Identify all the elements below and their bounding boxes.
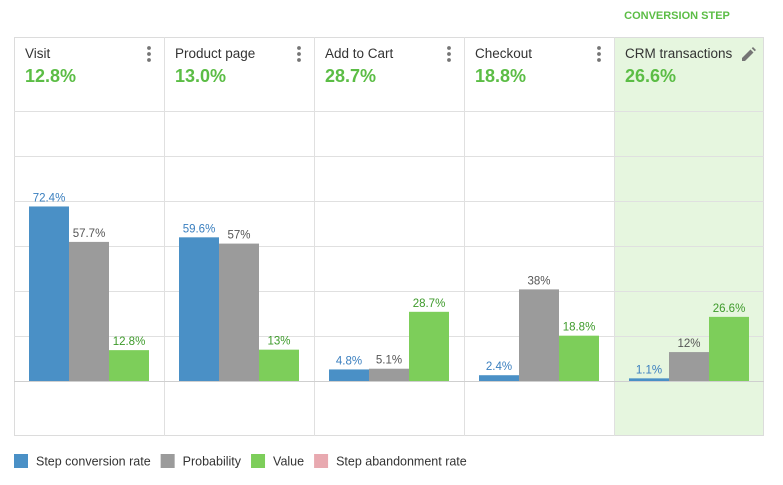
column-title: Add to Cart <box>325 46 394 61</box>
legend-label: Probability <box>183 455 242 469</box>
bar-0-0[interactable] <box>29 206 69 381</box>
bar-1-4[interactable] <box>669 352 709 381</box>
column-header-2[interactable]: Product page 13.0% <box>175 46 301 86</box>
column-value: 28.7% <box>325 66 376 86</box>
bar-2-2[interactable] <box>409 311 449 381</box>
column-header-1[interactable]: Visit 12.8% <box>25 46 151 86</box>
chart-bars <box>29 206 749 381</box>
bar-label: 12% <box>677 338 700 350</box>
legend-item[interactable]: Probability <box>160 454 242 469</box>
chart-legend: Step conversion rate Probability Value Step… <box>14 454 467 469</box>
bar-label: 57% <box>227 230 250 242</box>
bar-label: 4.8% <box>336 355 362 367</box>
more-vert-icon[interactable] <box>297 46 301 62</box>
legend-swatch <box>251 454 266 468</box>
column-header-3[interactable]: Add to Cart 28.7% <box>325 46 451 86</box>
bar-label: 38% <box>527 275 550 287</box>
bar-1-3[interactable] <box>519 289 559 381</box>
column-header-5[interactable]: CRM transactions 26.6% <box>625 46 756 86</box>
column-value: 18.8% <box>475 66 526 86</box>
column-title: CRM transactions <box>625 46 733 61</box>
bar-1-0[interactable] <box>69 241 109 381</box>
legend-label: Step abandonment rate <box>336 455 467 469</box>
bar-label: 59.6% <box>183 223 216 235</box>
bar-1-2[interactable] <box>369 368 409 381</box>
bar-label: 28.7% <box>413 298 446 310</box>
column-title: Visit <box>25 46 51 61</box>
chart-grid <box>14 37 764 436</box>
column-title: Product page <box>175 46 255 61</box>
bar-2-3[interactable] <box>559 335 599 381</box>
column-value: 12.8% <box>25 66 76 86</box>
column-value: 26.6% <box>625 66 676 86</box>
conversion-step-label: CONVERSION STEP <box>624 10 730 22</box>
bar-label: 26.6% <box>713 303 746 315</box>
bar-label: 72.4% <box>33 192 66 204</box>
bar-0-2[interactable] <box>329 369 369 381</box>
legend-label: Step conversion rate <box>36 455 151 469</box>
more-vert-icon[interactable] <box>147 46 151 62</box>
bar-1-1[interactable] <box>219 243 259 381</box>
bar-label: 57.7% <box>73 228 106 240</box>
bar-label: 5.1% <box>376 355 402 367</box>
more-vert-icon[interactable] <box>447 46 451 62</box>
bar-0-4[interactable] <box>629 378 669 381</box>
legend-label: Value <box>273 455 304 469</box>
chart-frame <box>14 37 764 436</box>
column-value: 13.0% <box>175 66 226 86</box>
legend-item[interactable]: Step abandonment rate <box>314 454 467 469</box>
bar-label: 13% <box>267 336 290 348</box>
bar-label: 18.8% <box>563 322 596 334</box>
bar-data-labels: 72.4% 57.7% 12.8% 59.6% 57% 13% 4.8% 5.1% 28.7% 2… <box>33 192 746 376</box>
legend-swatch <box>314 454 329 468</box>
bar-label: 1.1% <box>636 364 662 376</box>
bar-2-4[interactable] <box>709 316 749 381</box>
legend-swatch <box>14 454 28 468</box>
column-title: Checkout <box>475 46 532 61</box>
bar-label: 2.4% <box>486 361 512 373</box>
legend-swatch <box>160 454 175 468</box>
edit-pencil-icon[interactable] <box>742 47 756 61</box>
column-header-4[interactable]: Checkout 18.8% <box>475 46 601 86</box>
column-headers: Visit 12.8% Product page 13.0% Add to Cart 28… <box>25 46 756 86</box>
bar-2-0[interactable] <box>109 350 149 381</box>
bar-0-3[interactable] <box>479 375 519 381</box>
more-vert-icon[interactable] <box>597 46 601 62</box>
bar-2-1[interactable] <box>259 349 299 381</box>
legend-item[interactable]: Step conversion rate <box>14 454 151 469</box>
bar-0-1[interactable] <box>179 237 219 381</box>
bar-label: 12.8% <box>113 336 146 348</box>
legend-item[interactable]: Value <box>251 454 304 469</box>
